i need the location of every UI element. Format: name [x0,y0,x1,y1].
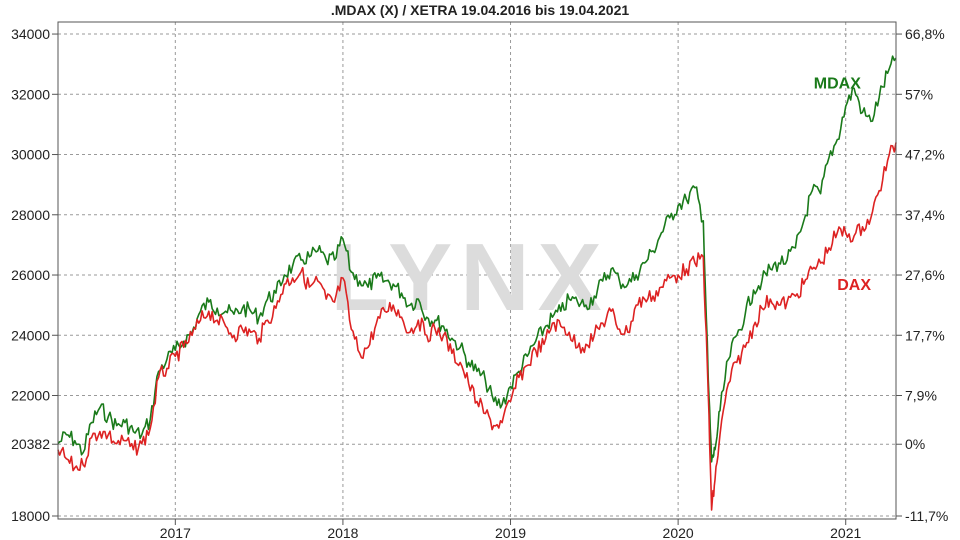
y-tick-label-left: 18000 [11,508,50,524]
series-line-dax [57,142,897,511]
y-tick-label-right: 47,2% [905,147,945,163]
series-line-mdax [57,55,897,463]
y-tick-label-left: 20382 [11,436,50,452]
grid [58,22,896,519]
y-tick-label-right: 7,9% [905,388,937,404]
series-lines [57,55,897,511]
x-tick-label: 2018 [327,525,358,540]
y-tick-label-right: -11,7% [905,508,948,524]
y-tick-label-left: 32000 [11,86,50,102]
y-tick-label-left: 30000 [11,147,50,163]
y-tick-label-right: 57% [905,86,933,102]
y-tick-label-left: 26000 [11,267,50,283]
y-tick-label-right: 37,4% [905,207,945,223]
y-tick-label-left: 24000 [11,327,50,343]
series-labels: MDAX DAX [814,75,872,294]
x-tick-label: 2017 [160,525,191,540]
y-tick-label-right: 0% [905,436,925,452]
y-tick-label-left: 28000 [11,207,50,223]
chart-title: .MDAX (X) / XETRA 19.04.2016 bis 19.04.2… [331,2,630,18]
series-label-mdax: MDAX [814,75,861,92]
plot-frame [57,21,897,520]
y-tick-label-left: 22000 [11,388,50,404]
y-tick-label-left: 34000 [11,26,50,42]
x-tick-label: 2021 [830,525,861,540]
x-tick-label: 2020 [663,525,694,540]
y-tick-label-right: 17,7% [905,327,945,343]
y-tick-label-right: 66,8% [905,26,945,42]
y-tick-label-right: 27,6% [905,267,945,283]
series-label-dax: DAX [837,277,871,294]
x-tick-label: 2019 [495,525,526,540]
axes: 34000 32000 30000 28000 26000 24000 22000 20382… [11,26,948,540]
